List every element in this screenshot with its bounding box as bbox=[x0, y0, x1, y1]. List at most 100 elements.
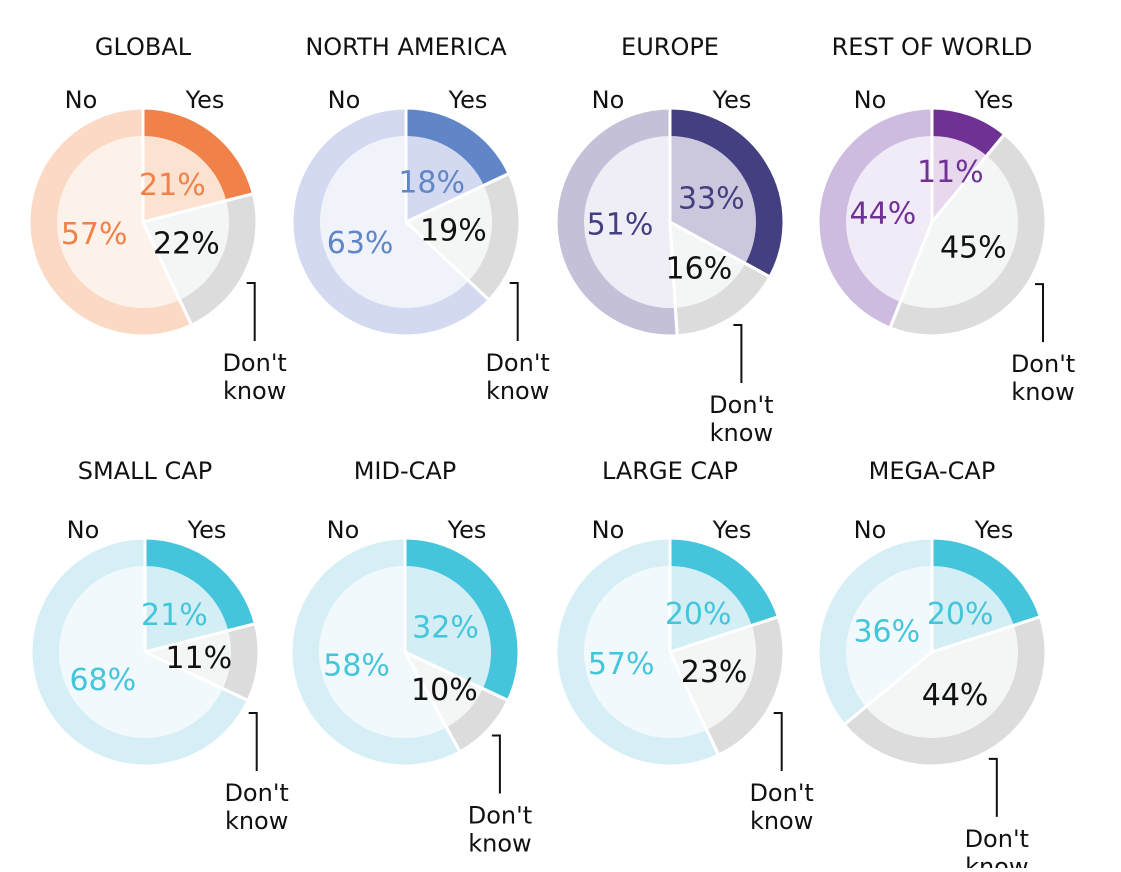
slice-divider bbox=[405, 171, 511, 224]
no-label: No bbox=[854, 86, 887, 114]
slice-divider bbox=[888, 221, 934, 330]
slice-divider bbox=[668, 651, 721, 757]
value-label-no: 57% bbox=[588, 647, 655, 682]
chart-title: LARGE CAP bbox=[602, 457, 738, 485]
chart-title: EUROPE bbox=[621, 33, 719, 61]
dont-know-label-line1: Don't bbox=[468, 802, 532, 830]
value-label-yes: 33% bbox=[678, 182, 745, 217]
yes-label: Yes bbox=[447, 516, 487, 544]
chart-title: REST OF WORLD bbox=[832, 33, 1033, 61]
dont-know-label-line2: know bbox=[223, 377, 286, 405]
dont-know-label-line1: Don't bbox=[709, 391, 773, 419]
value-label-no: 51% bbox=[587, 208, 654, 243]
slice-inner-dont-know bbox=[405, 652, 483, 728]
slice-divider bbox=[931, 615, 1042, 654]
value-label-yes: 32% bbox=[412, 610, 479, 645]
slice-divider bbox=[141, 221, 194, 327]
slice-divider bbox=[842, 650, 933, 727]
slice-divider bbox=[142, 191, 255, 224]
slice-inner-dont-know bbox=[145, 630, 232, 689]
dont-know-label-line1: Don't bbox=[224, 779, 288, 807]
no-label: No bbox=[328, 86, 361, 114]
value-label-dont-know: 10% bbox=[411, 673, 478, 708]
slice-inner-no bbox=[584, 566, 707, 738]
slice-divider bbox=[404, 650, 510, 703]
dont-know-label-line1: Don't bbox=[485, 349, 549, 377]
slice-inner-yes bbox=[143, 136, 227, 222]
no-label: No bbox=[592, 86, 625, 114]
dont-know-label-line1: Don't bbox=[1011, 350, 1075, 378]
slice-divider bbox=[669, 220, 772, 279]
no-label: No bbox=[65, 86, 98, 114]
slice-divider bbox=[144, 650, 250, 703]
slice-inner-yes bbox=[932, 136, 987, 222]
dont-know-label-line2: know bbox=[965, 853, 1028, 868]
dont-know-leader-line bbox=[733, 324, 743, 383]
yes-label: Yes bbox=[448, 86, 488, 114]
value-label-yes: 20% bbox=[927, 597, 994, 632]
dont-know-label-line2: know bbox=[710, 419, 773, 447]
slice-inner-dont-know bbox=[865, 625, 1018, 738]
dont-know-label-line1: Don't bbox=[222, 349, 286, 377]
chart-title: NORTH AMERICA bbox=[305, 33, 507, 61]
dont-know-label-line1: Don't bbox=[749, 779, 813, 807]
value-label-dont-know: 44% bbox=[922, 678, 989, 713]
value-label-no: 44% bbox=[850, 197, 917, 232]
slice-inner-yes bbox=[406, 136, 484, 222]
value-label-dont-know: 19% bbox=[420, 214, 487, 249]
dont-know-leader-line bbox=[491, 734, 501, 794]
value-label-yes: 21% bbox=[141, 598, 208, 633]
value-label-no: 58% bbox=[323, 648, 390, 683]
value-label-yes: 21% bbox=[139, 168, 206, 203]
slice-inner-dont-know bbox=[406, 185, 493, 281]
slice-divider bbox=[403, 651, 462, 754]
dont-know-leader-line bbox=[248, 712, 258, 771]
slice-divider bbox=[930, 132, 1007, 223]
chart-title: MEGA-CAP bbox=[869, 457, 996, 485]
chart-title: GLOBAL bbox=[95, 33, 192, 61]
value-label-dont-know: 45% bbox=[940, 230, 1007, 265]
chart-title: SMALL CAP bbox=[78, 457, 212, 485]
dont-know-label-line2: know bbox=[468, 830, 531, 858]
slice-inner-dont-know bbox=[900, 155, 1018, 308]
dont-know-leader-line bbox=[246, 282, 256, 341]
slice-inner-no bbox=[846, 136, 932, 302]
slice-divider bbox=[668, 221, 679, 337]
slice-inner-dont-know bbox=[670, 222, 746, 308]
value-label-yes: 20% bbox=[665, 597, 732, 632]
slice-inner-no bbox=[583, 136, 676, 308]
value-label-yes: 18% bbox=[398, 166, 465, 201]
yes-label: Yes bbox=[974, 516, 1014, 544]
slice-inner-dont-know bbox=[670, 625, 757, 730]
slice-inner-no bbox=[846, 566, 932, 707]
value-label-no: 63% bbox=[327, 226, 394, 261]
yes-label: Yes bbox=[712, 86, 752, 114]
slice-inner-no bbox=[57, 136, 180, 308]
dont-know-leader-line bbox=[509, 282, 519, 341]
slice-inner-no bbox=[319, 136, 469, 308]
no-label: No bbox=[67, 516, 100, 544]
value-label-dont-know: 11% bbox=[165, 641, 232, 676]
dont-know-leader-line bbox=[773, 712, 783, 771]
value-label-no: 57% bbox=[61, 217, 128, 252]
value-label-dont-know: 16% bbox=[666, 252, 733, 287]
slice-inner-yes bbox=[145, 566, 229, 652]
dont-know-label-line2: know bbox=[486, 377, 549, 405]
slice-divider bbox=[144, 621, 257, 654]
value-label-no: 68% bbox=[69, 663, 136, 698]
slice-inner-yes bbox=[405, 566, 492, 689]
value-label-dont-know: 23% bbox=[681, 655, 748, 690]
yes-label: Yes bbox=[974, 86, 1014, 114]
slice-inner-no bbox=[59, 566, 223, 738]
value-label-yes: 11% bbox=[917, 155, 984, 190]
slice-inner-dont-know bbox=[143, 200, 230, 300]
